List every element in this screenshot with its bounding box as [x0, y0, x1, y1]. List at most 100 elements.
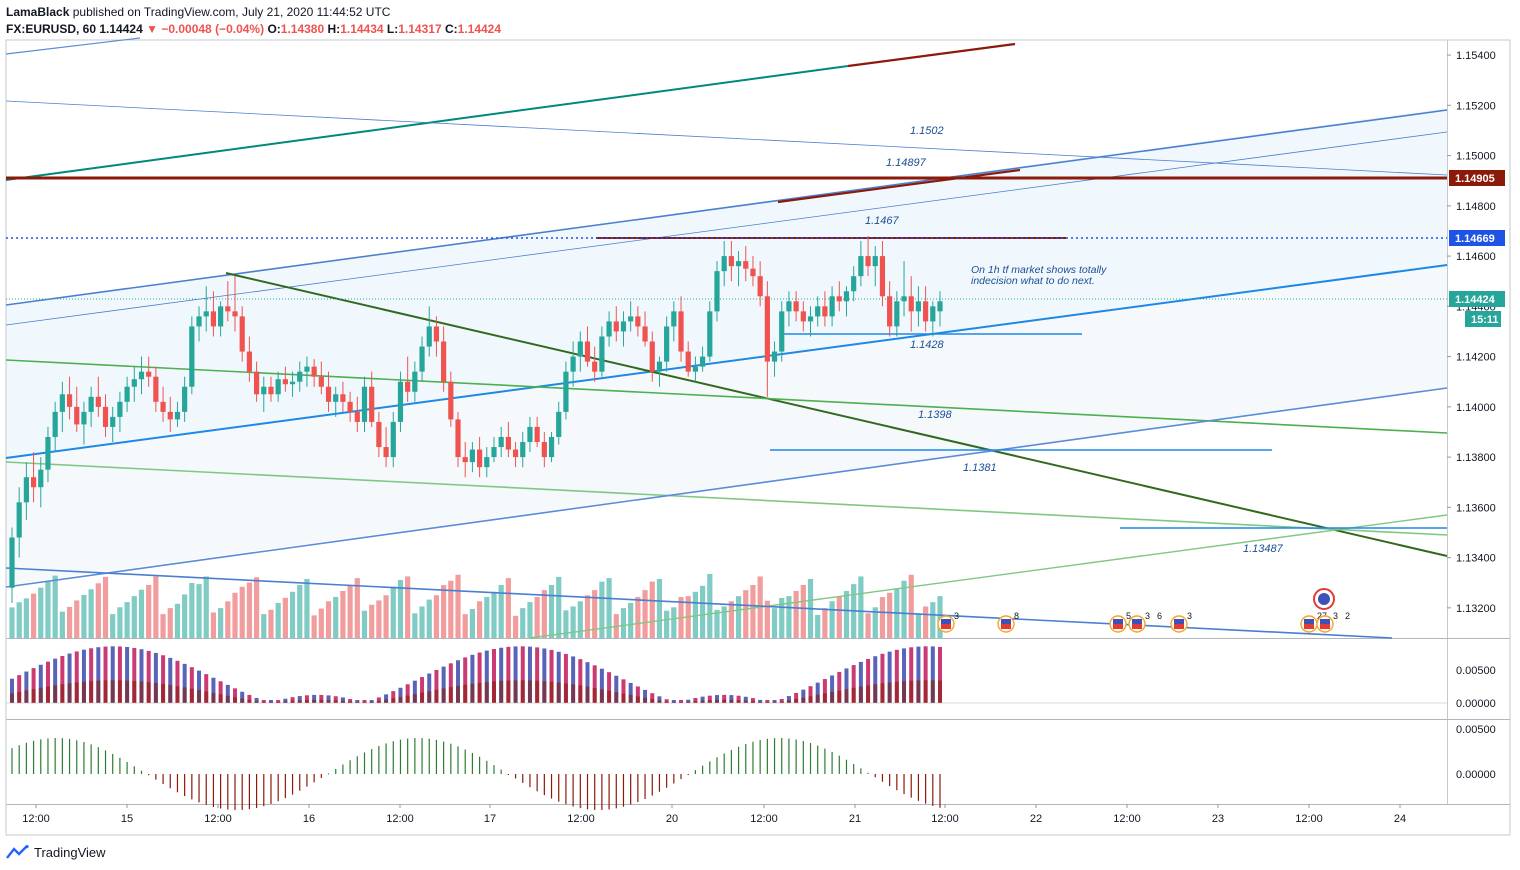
symbol-label[interactable]: FX:EURUSD, 60 [6, 22, 97, 36]
candle-body[interactable] [23, 477, 29, 503]
candle-body[interactable] [405, 381, 411, 392]
candle-body[interactable] [203, 311, 209, 317]
trendline-brown-top[interactable] [847, 42, 1016, 68]
candle-body[interactable] [865, 256, 871, 267]
candle-body[interactable] [771, 351, 778, 362]
candle-body[interactable] [131, 379, 137, 387]
candle-body[interactable] [584, 341, 591, 362]
candle-body[interactable] [836, 296, 842, 302]
trendline-blue-bottom[interactable] [5, 567, 1393, 639]
candle-body[interactable] [448, 381, 454, 420]
candle-body[interactable] [851, 276, 857, 292]
candle-body[interactable] [333, 394, 339, 402]
candle-body[interactable] [268, 386, 274, 395]
candle-body[interactable] [52, 411, 58, 437]
candle-body[interactable] [930, 306, 936, 322]
trendline-top-left[interactable] [5, 37, 141, 55]
candle-body[interactable] [512, 449, 519, 458]
candle-body[interactable] [829, 296, 835, 317]
candle-body[interactable] [275, 379, 281, 395]
candle-body[interactable] [174, 411, 181, 420]
candle-body[interactable] [858, 256, 864, 277]
candle-body[interactable] [678, 311, 684, 352]
candle-body[interactable] [700, 356, 706, 367]
candle-body[interactable] [146, 371, 152, 377]
candle-body[interactable] [822, 306, 828, 317]
trendline-blue-rising[interactable] [5, 387, 1448, 588]
trendline-green-rising[interactable] [529, 514, 1448, 639]
candle-body[interactable] [901, 296, 907, 302]
candle-body[interactable] [606, 321, 612, 337]
candle-body[interactable] [764, 296, 770, 362]
candle-body[interactable] [182, 386, 188, 412]
candle-body[interactable] [383, 447, 389, 458]
candle-body[interactable] [297, 371, 303, 382]
candle-body[interactable] [246, 351, 252, 372]
candle-body[interactable] [110, 416, 116, 427]
candle-body[interactable] [462, 457, 468, 463]
candle-body[interactable] [656, 361, 663, 372]
candle-body[interactable] [779, 311, 785, 352]
candle-body[interactable] [102, 406, 109, 427]
candle-body[interactable] [74, 406, 80, 425]
candle-body[interactable] [879, 256, 886, 297]
candle-body[interactable] [390, 421, 396, 458]
candle-body[interactable] [412, 371, 418, 392]
candle-body[interactable] [520, 442, 526, 458]
candle-body[interactable] [304, 366, 310, 372]
candle-body[interactable] [16, 502, 22, 538]
candle-body[interactable] [707, 311, 713, 357]
candle-body[interactable] [167, 411, 173, 420]
candle-body[interactable] [189, 326, 195, 387]
candle-body[interactable] [88, 396, 94, 412]
candle-body[interactable] [239, 316, 245, 352]
candle-body[interactable] [534, 426, 540, 443]
candle-body[interactable] [635, 316, 641, 327]
candle-body[interactable] [563, 371, 569, 412]
candle-body[interactable] [577, 341, 583, 357]
candle-body[interactable] [527, 426, 533, 443]
candle-body[interactable] [311, 366, 317, 377]
candle-body[interactable] [721, 256, 727, 272]
candle-body[interactable] [441, 341, 447, 382]
candle-body[interactable] [498, 436, 504, 448]
channel-upper-line[interactable] [5, 109, 1448, 306]
candle-body[interactable] [570, 356, 576, 372]
candle-body[interactable] [117, 401, 123, 417]
candle-body[interactable] [908, 296, 914, 312]
candle-body[interactable] [261, 386, 267, 395]
candle-body[interactable] [138, 371, 145, 380]
candle-body[interactable] [548, 436, 555, 458]
candle-body[interactable] [843, 291, 850, 302]
candle-body[interactable] [347, 401, 353, 412]
candle-body[interactable] [253, 371, 260, 395]
candle-body[interactable] [887, 296, 893, 327]
candle-body[interactable] [735, 261, 742, 267]
candle-body[interactable] [628, 316, 634, 322]
candle-body[interactable] [786, 301, 792, 312]
candle-body[interactable] [541, 442, 547, 458]
candle-body[interactable] [9, 537, 15, 588]
candle-body[interactable] [915, 301, 922, 312]
candle-body[interactable] [325, 386, 332, 402]
candle-body[interactable] [369, 386, 375, 422]
candle-body[interactable] [599, 336, 605, 372]
candle-body[interactable] [685, 351, 691, 372]
candle-body[interactable] [620, 321, 627, 332]
candle-body[interactable] [376, 421, 382, 448]
candle-body[interactable] [807, 316, 814, 322]
candle-body[interactable] [692, 366, 699, 372]
candle-body[interactable] [872, 256, 878, 267]
candle-body[interactable] [937, 301, 943, 312]
candle-body[interactable] [196, 316, 202, 327]
trendline-thin-descending[interactable] [5, 100, 1448, 176]
channel-inner-line[interactable] [5, 131, 1448, 326]
trendline-green-light[interactable] [5, 461, 1448, 536]
candle-body[interactable] [419, 346, 425, 372]
candle-body[interactable] [218, 306, 224, 327]
candle-body[interactable] [397, 381, 404, 422]
candle-body[interactable] [815, 306, 821, 317]
candle-body[interactable] [894, 301, 900, 327]
candle-body[interactable] [469, 449, 476, 463]
